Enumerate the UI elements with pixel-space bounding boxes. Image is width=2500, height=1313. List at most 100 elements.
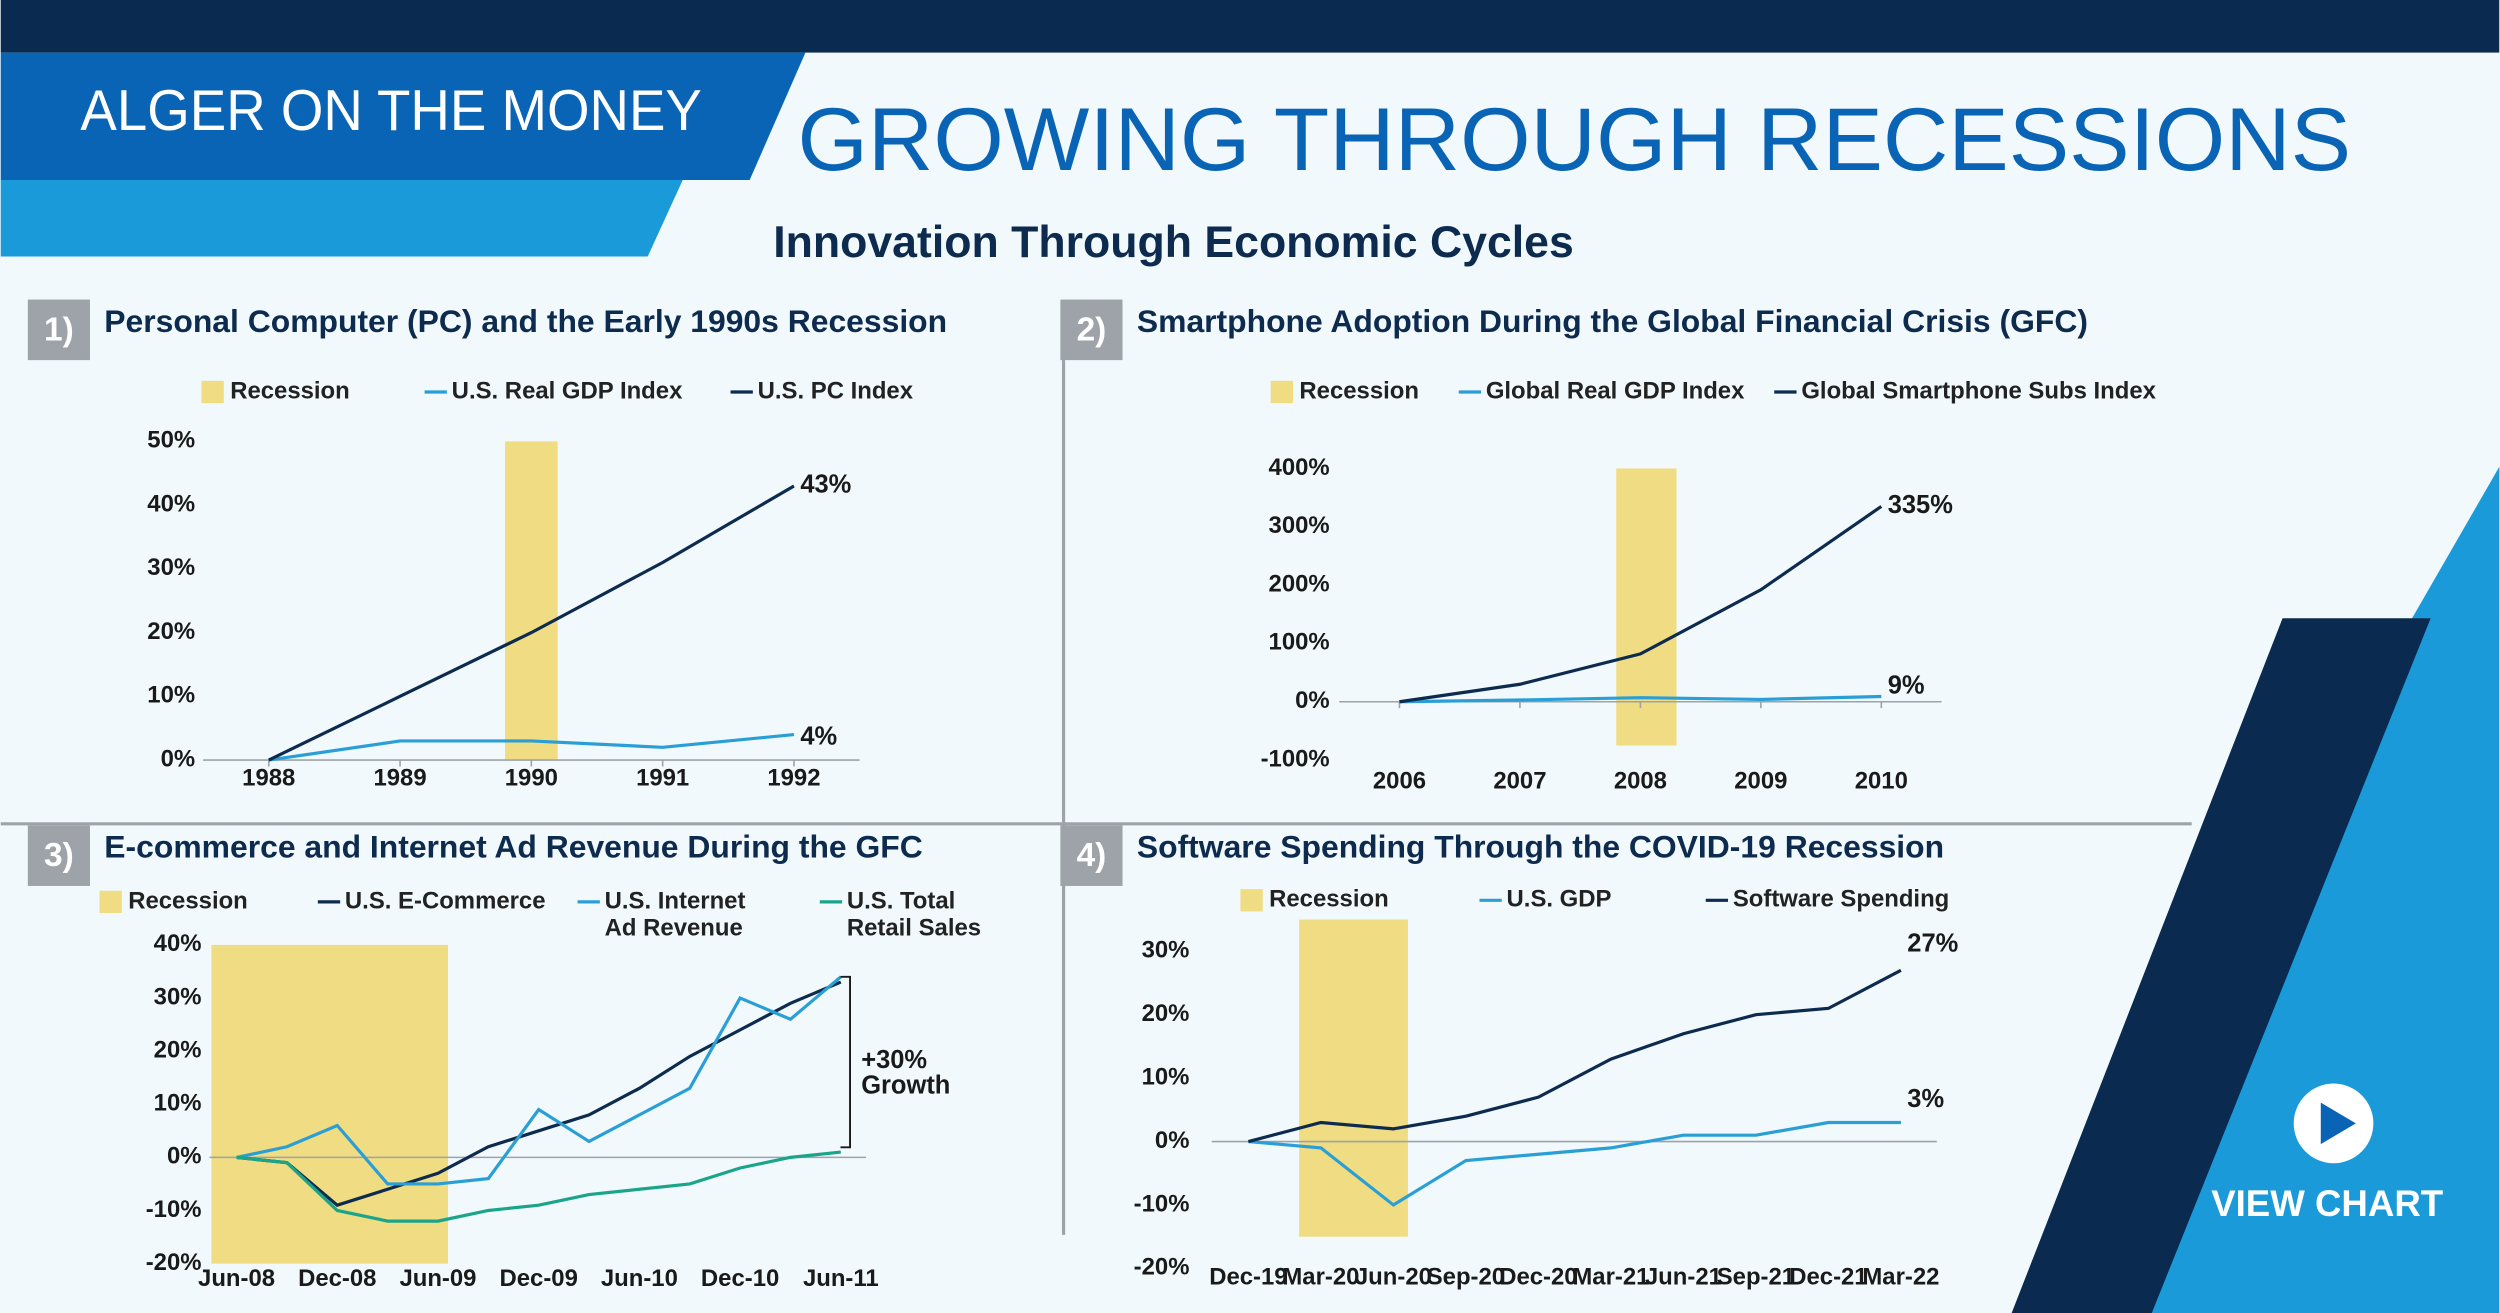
- x-tick-label: 2008: [1614, 768, 1667, 795]
- legend-label: Recession: [1269, 885, 1389, 914]
- series-line: [1248, 1120, 1901, 1207]
- x-tick-label: 2006: [1373, 768, 1426, 795]
- play-triangle[interactable]: [2320, 1102, 2356, 1145]
- data-label: 3%: [1907, 1085, 1944, 1113]
- button-label[interactable]: VIEW CHART: [2211, 1183, 2443, 1224]
- data-label: 4%: [800, 723, 837, 751]
- data-label: 27%: [1907, 930, 1958, 958]
- x-tick-label: 1988: [242, 765, 295, 792]
- chart-title: Software Spending Through the COVID-19 R…: [1137, 829, 1944, 865]
- legend-label: Recession: [1299, 377, 1419, 405]
- y-tick-label: -20%: [1134, 1254, 1190, 1281]
- legend-label-box: U.S. Internet Ad Revenue: [604, 887, 746, 942]
- legend-label: Global Smartphone Subs Index: [1801, 377, 2156, 405]
- legend-swatch: [201, 380, 224, 404]
- y-tick-label: 10%: [1142, 1063, 1190, 1090]
- recession-band: [211, 944, 449, 1264]
- legend-label: Global Real GDP Index: [1485, 377, 1745, 405]
- legend-label-box: U.S. Total Retail Sales: [846, 887, 982, 942]
- x-tick-label: Dec-21: [1789, 1263, 1867, 1290]
- page-title: GROWING THROUGH RECESSIONS: [797, 89, 2351, 189]
- annotation: Growth: [861, 1071, 950, 1099]
- series-line: [268, 732, 795, 762]
- legend-label: U.S. Total Retail Sales: [846, 887, 982, 942]
- chart-number: 4): [1077, 837, 1107, 874]
- y-tick-label: 0%: [1155, 1127, 1190, 1154]
- x-tick-label: Mar-22: [1862, 1263, 1939, 1290]
- chart-title: Smartphone Adoption During the Global Fi…: [1137, 303, 2088, 339]
- x-tick-label: 1989: [373, 765, 426, 792]
- legend-swatch: [99, 890, 122, 914]
- x-tick-label: Sep-21: [1717, 1263, 1795, 1290]
- y-tick-label: 10%: [147, 682, 195, 709]
- x-tick-label: Jun-20: [1355, 1263, 1432, 1290]
- x-tick-label: 1992: [767, 765, 820, 792]
- legend-label-box: U.S. GDP: [1506, 885, 1612, 914]
- chart-number: 2): [1077, 311, 1107, 348]
- x-tick-label: Dec-20: [1499, 1263, 1577, 1290]
- x-tick-label: Jun-10: [601, 1265, 678, 1292]
- y-tick-label: 0%: [1295, 687, 1330, 714]
- legend-label-box: U.S. Real GDP Index: [451, 377, 683, 405]
- series-line: [1248, 968, 1902, 1144]
- x-tick-label: 1990: [505, 765, 558, 792]
- x-tick-label: Dec-10: [701, 1265, 779, 1292]
- legend-swatch: [1240, 889, 1263, 912]
- x-tick-label: Jun-09: [399, 1265, 476, 1292]
- x-tick-label: Jun-08: [198, 1265, 275, 1292]
- x-tick-label: Mar-20: [1282, 1263, 1359, 1290]
- y-tick-label: 0%: [161, 745, 196, 772]
- y-tick-label: 50%: [147, 427, 195, 454]
- legend-label: U.S. Internet Ad Revenue: [604, 887, 746, 942]
- y-tick-label: 400%: [1269, 454, 1330, 481]
- series-line: [236, 975, 842, 1186]
- y-tick-label: 10%: [154, 1090, 202, 1117]
- x-tick-label: Dec-08: [298, 1265, 376, 1292]
- y-tick-label: 40%: [154, 930, 202, 957]
- chart-title: Personal Computer (PC) and the Early 199…: [104, 303, 947, 339]
- legend-label: Software Spending: [1732, 885, 1950, 914]
- legend-label-box: Recession: [230, 378, 350, 405]
- top-bar: [0, 0, 2500, 53]
- x-tick-label: 2010: [1855, 768, 1908, 795]
- y-tick-label: 30%: [154, 983, 202, 1010]
- y-tick-label: 20%: [154, 1036, 202, 1063]
- y-tick-label: -10%: [1134, 1190, 1190, 1217]
- y-tick-label: 200%: [1269, 570, 1330, 597]
- legend-label: U.S. E-Commerce: [344, 887, 546, 915]
- series-line: [1399, 694, 1882, 704]
- legend-label: U.S. PC Index: [757, 377, 914, 405]
- recession-band: [1299, 919, 1408, 1237]
- legend-label: U.S. Real GDP Index: [451, 377, 683, 405]
- x-tick-label: Dec-19: [1209, 1263, 1287, 1290]
- chart-number-box: [27, 299, 90, 361]
- chart-number: 3): [44, 837, 74, 874]
- x-tick-label: Dec-09: [500, 1265, 578, 1292]
- view-chart-button[interactable]: VIEW CHART: [2211, 1083, 2443, 1224]
- legend-label-box: Recession: [128, 888, 248, 915]
- y-tick-label: 40%: [147, 490, 195, 517]
- legend-label-box: U.S. E-Commerce: [344, 887, 546, 915]
- chart-number-box: [1060, 825, 1123, 886]
- legend-swatch: [1270, 380, 1294, 404]
- x-tick-label: 2007: [1493, 768, 1546, 795]
- legend-label: U.S. GDP: [1506, 885, 1612, 914]
- annotation-bracket: [840, 975, 852, 1149]
- chart-number: 1): [44, 311, 74, 348]
- series-line: [236, 980, 842, 1207]
- decor-light-2: [2151, 466, 2500, 1313]
- x-tick-label: Jun-11: [803, 1265, 879, 1292]
- x-tick-label: Mar-21: [1572, 1263, 1649, 1290]
- chart-number-box: [1060, 299, 1123, 361]
- legend-label-box: U.S. PC Index: [757, 377, 914, 405]
- data-label: 9%: [1888, 672, 1925, 700]
- chart-number-box: [27, 825, 90, 886]
- recession-band: [1616, 468, 1677, 746]
- y-tick-label: 20%: [147, 618, 195, 645]
- legend-label-box: Software Spending: [1732, 885, 1950, 914]
- data-label: 335%: [1888, 491, 1953, 519]
- series-line: [268, 484, 795, 762]
- x-tick-label: 1991: [636, 765, 689, 792]
